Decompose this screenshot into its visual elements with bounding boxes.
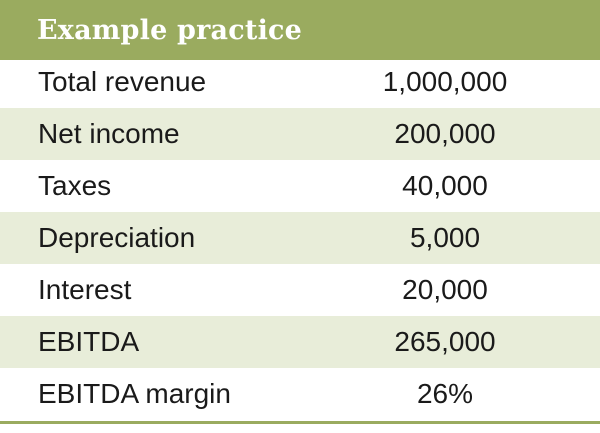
- row-label: Net income: [38, 118, 180, 149]
- bottom-rule: [0, 421, 600, 424]
- table-row: Total revenue 1,000,000: [0, 56, 600, 108]
- row-value: 26%: [416, 378, 474, 409]
- row-value: 5,000: [409, 222, 481, 253]
- row-label: EBITDA margin: [38, 378, 231, 409]
- row-label: Interest: [38, 274, 132, 305]
- table-row: EBITDA margin 26%: [0, 368, 600, 420]
- table-row: Taxes 40,000: [0, 160, 600, 212]
- row-value: 200,000: [394, 118, 496, 149]
- table-row: Depreciation 5,000: [0, 212, 600, 264]
- table-body: Total revenue 1,000,000 Net income 200,0…: [0, 56, 600, 420]
- table-row: EBITDA 265,000: [0, 316, 600, 368]
- row-label: EBITDA: [38, 326, 140, 357]
- row-label: Depreciation: [38, 222, 196, 253]
- row-value: 40,000: [402, 170, 488, 201]
- row-value: 1,000,000: [382, 66, 508, 97]
- row-label: Total revenue: [38, 66, 207, 97]
- table-row: Interest 20,000: [0, 264, 600, 316]
- row-value: 20,000: [402, 274, 488, 305]
- row-label: Taxes: [38, 170, 112, 201]
- table-title: Example practice: [37, 14, 303, 46]
- table-header: Example practice: [0, 0, 600, 60]
- table-row: Net income 200,000: [0, 108, 600, 160]
- row-value: 265,000: [394, 326, 496, 357]
